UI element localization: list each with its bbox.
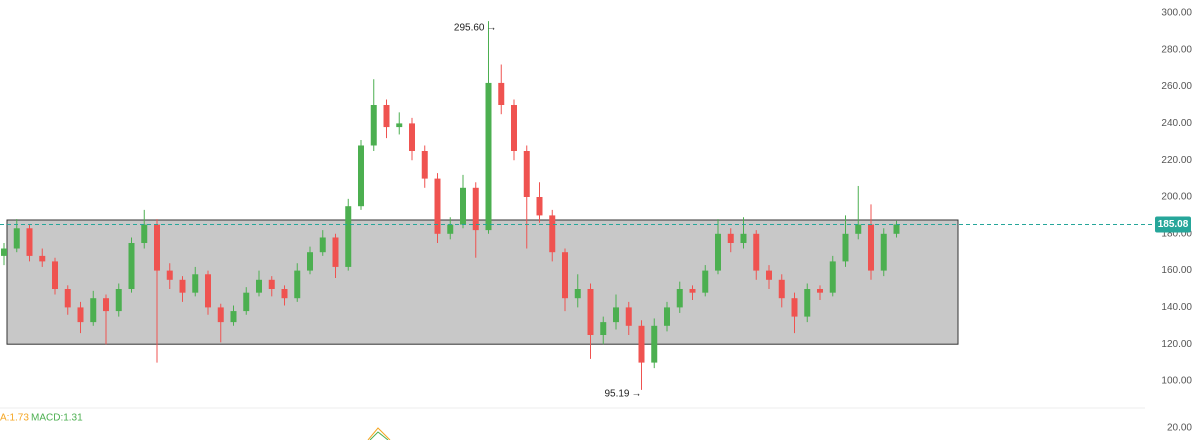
last-price-label: 185.08 — [1158, 219, 1189, 230]
candle-body — [358, 145, 364, 207]
candle-body — [689, 289, 696, 293]
y-tick-label: 120.00 — [1161, 339, 1192, 350]
candle-body — [472, 187, 479, 231]
candle-body — [192, 274, 199, 293]
candle-body — [319, 237, 326, 253]
candle-body — [498, 82, 505, 105]
candle-body — [855, 224, 862, 234]
candle-body — [409, 123, 415, 151]
candle-body — [141, 224, 148, 243]
candle-body — [230, 311, 237, 323]
candle-body — [753, 233, 760, 271]
candle-body — [128, 243, 135, 289]
high-arrow: → — [487, 23, 497, 34]
low-arrow: → — [632, 388, 642, 399]
candle-body — [523, 151, 530, 197]
candle-body — [574, 289, 581, 299]
candle-body — [676, 289, 683, 308]
candle-body — [880, 233, 887, 271]
candle-body — [307, 252, 313, 271]
candle-body — [421, 151, 428, 179]
candle-body — [600, 322, 607, 335]
candle-body — [485, 82, 492, 231]
y-tick-label: 160.00 — [1161, 265, 1192, 276]
candle-body — [447, 224, 454, 234]
candle-body — [370, 105, 377, 146]
candle-body — [804, 289, 811, 317]
indicator-label: MACD:1.31 — [31, 413, 83, 424]
macd-line — [367, 427, 391, 440]
candle-body — [52, 261, 58, 289]
candle-body — [562, 252, 568, 299]
candle-body — [154, 224, 160, 271]
candle-body — [64, 289, 71, 308]
candle-body — [179, 279, 186, 293]
candle-body — [39, 255, 46, 262]
candle-body — [511, 105, 517, 151]
candle-body — [651, 325, 658, 363]
candle-body — [587, 289, 594, 335]
candle-body — [460, 187, 466, 225]
candle-body — [842, 233, 849, 262]
candle-body — [766, 270, 772, 280]
candle-body — [613, 307, 619, 323]
y-tick-label: 140.00 — [1161, 302, 1192, 313]
candle-body — [893, 224, 900, 234]
candle-body — [256, 279, 262, 293]
candle-body — [13, 228, 20, 249]
candle-body — [715, 233, 721, 271]
y-tick-label: 200.00 — [1161, 192, 1192, 203]
candle-body — [205, 274, 211, 308]
candle-body — [115, 289, 122, 312]
candle-body — [817, 289, 823, 293]
candle-body — [1, 248, 7, 256]
candle-body — [383, 105, 390, 128]
candle-body — [549, 215, 556, 253]
candle-body — [664, 307, 670, 326]
indicator-tick-label: 20.00 — [1167, 423, 1192, 434]
candle-body — [396, 123, 403, 128]
y-tick-label: 220.00 — [1161, 155, 1192, 166]
candle-body — [294, 270, 301, 299]
candle-body — [103, 298, 109, 312]
y-tick-label: 300.00 — [1161, 8, 1192, 19]
candle-body — [829, 261, 836, 293]
y-tick-label: 180.00 — [1161, 228, 1192, 239]
candle-body — [26, 228, 33, 256]
candle-body — [243, 292, 250, 312]
price-zone — [6, 219, 959, 345]
candle-body — [638, 325, 645, 363]
candle-body — [868, 224, 874, 271]
indicator-label: A:1.73 — [0, 413, 29, 424]
candle-body — [625, 307, 632, 326]
candle-body — [791, 298, 798, 317]
candle-body — [702, 270, 709, 293]
candle-body — [434, 178, 441, 234]
y-tick-label: 100.00 — [1161, 376, 1192, 387]
candle-body — [77, 307, 84, 323]
low-label: 95.19 — [604, 388, 629, 399]
y-tick-label: 240.00 — [1161, 118, 1192, 129]
y-tick-label: 260.00 — [1161, 81, 1192, 92]
candle-body — [536, 197, 543, 216]
high-label: 295.60 — [454, 23, 485, 34]
candle-body — [281, 289, 288, 299]
candle-body — [345, 206, 352, 267]
last-price-badge — [1155, 216, 1191, 233]
candle-body — [740, 233, 747, 243]
candle-body — [90, 298, 97, 323]
candle-body — [268, 279, 275, 289]
candle-body — [166, 270, 173, 280]
y-tick-label: 280.00 — [1161, 44, 1192, 55]
candle-body — [727, 233, 734, 243]
candle-body — [778, 279, 785, 299]
candle-body — [217, 307, 224, 323]
signal-line — [369, 431, 389, 440]
candle-body — [332, 237, 339, 267]
